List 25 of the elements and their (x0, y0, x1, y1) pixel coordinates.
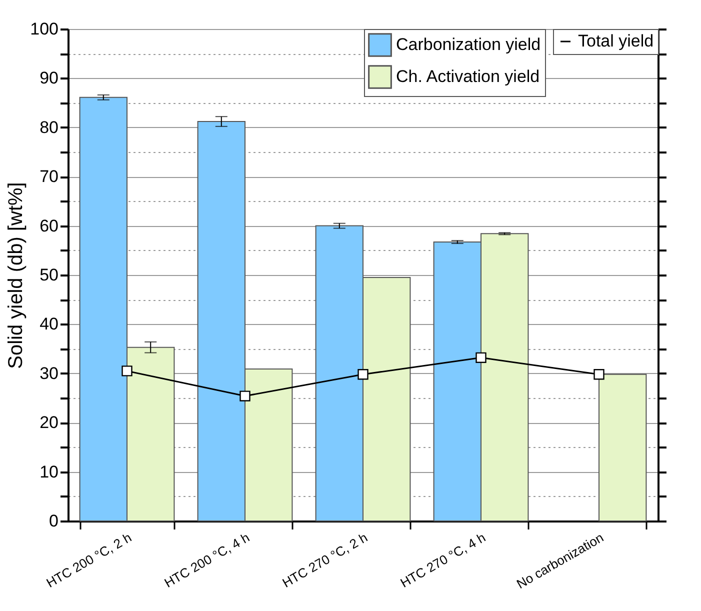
bar (598, 374, 647, 522)
y-tick-label: 100 (30, 20, 58, 38)
y-tick-label: 70 (40, 167, 58, 186)
point (594, 369, 604, 380)
x-tick-label: HTC 270 °C, 4 h (398, 530, 488, 591)
point (358, 369, 368, 380)
x-tick-label: HTC 200 °C, 2 h (44, 530, 134, 591)
y-tick-label: 40 (40, 314, 58, 334)
point (240, 390, 250, 402)
x-tick-label: HTC 200 °C, 4 h (162, 530, 252, 591)
y-axis-title: Solid yield (db) [wt%] (5, 182, 28, 369)
y-tick-label: 20 (40, 413, 58, 432)
point (122, 366, 132, 376)
y-tick-label: 30 (40, 364, 58, 383)
y-tick-label: 0 (49, 512, 58, 530)
y-tick-label: 50 (40, 266, 58, 284)
legend-label: Total yield (578, 32, 654, 50)
point (476, 352, 486, 363)
x-tick-label: HTC 270 °C, 2 h (280, 530, 370, 591)
y-tick-label: 60 (40, 216, 58, 236)
y-tick-label: 90 (40, 68, 58, 88)
y-tick-label: 80 (40, 118, 58, 137)
y-tick-label: 10 (40, 462, 58, 482)
legend-label: Ch. Activation yield (396, 67, 540, 86)
legend-label: Carbonization yield (396, 35, 541, 54)
